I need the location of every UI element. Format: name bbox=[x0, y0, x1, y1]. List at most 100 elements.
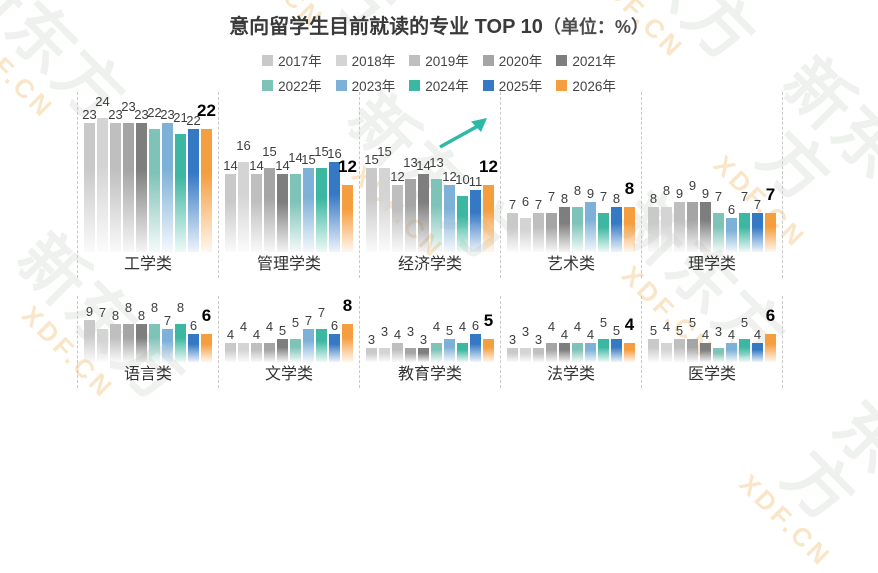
bar bbox=[201, 333, 212, 362]
bar-value-label: 4 bbox=[432, 319, 441, 335]
bar-value-label: 16 bbox=[236, 138, 251, 154]
bar-item: 14 bbox=[223, 157, 238, 252]
bar-value-label: 14 bbox=[223, 157, 238, 173]
bar-item: 23 bbox=[108, 107, 123, 252]
bar bbox=[648, 207, 659, 252]
legend-item: 2025年 bbox=[482, 75, 542, 95]
bar bbox=[418, 173, 429, 252]
bar-item: 14 bbox=[288, 151, 303, 252]
bar-item: 5 bbox=[674, 324, 685, 362]
bar-item: 12 bbox=[479, 158, 498, 252]
bar-value-label: 4 bbox=[586, 327, 595, 343]
bar-value-label: 12 bbox=[442, 168, 457, 184]
bar-value-label: 14 bbox=[275, 157, 290, 173]
bar-value-label: 4 bbox=[547, 319, 556, 335]
bar bbox=[661, 343, 672, 362]
bar-value-label: 3 bbox=[380, 323, 389, 339]
bar-item: 13 bbox=[429, 156, 444, 252]
bar-item: 7 bbox=[739, 190, 750, 252]
bar-value-label: 22 bbox=[197, 100, 216, 120]
bar-value-label: 8 bbox=[612, 191, 621, 207]
bar-value-label: 8 bbox=[342, 296, 353, 316]
bar bbox=[507, 212, 518, 252]
bar-value-label: 7 bbox=[508, 196, 517, 212]
bar-item: 8 bbox=[559, 192, 570, 252]
legend-label: 2026年 bbox=[572, 79, 616, 94]
bar bbox=[110, 123, 121, 252]
bar-item: 8 bbox=[136, 309, 147, 362]
bar bbox=[431, 343, 442, 362]
bar-value-label: 4 bbox=[560, 327, 569, 343]
bar-value-label: 7 bbox=[98, 305, 107, 321]
bar-item: 4 bbox=[225, 328, 236, 362]
bar bbox=[687, 338, 698, 362]
bar bbox=[277, 173, 288, 252]
bar-value-label: 6 bbox=[471, 317, 480, 333]
category-cell-艺术类: 7 6 7 7 8 8 9 7 8 8 艺术类 bbox=[500, 92, 641, 278]
bar-item: 14 bbox=[249, 157, 264, 252]
bar bbox=[648, 338, 659, 362]
bar-item: 15 bbox=[301, 152, 316, 252]
bar-item: 8 bbox=[110, 309, 121, 362]
bar-item: 4 bbox=[726, 328, 737, 362]
bar bbox=[290, 173, 301, 252]
bar bbox=[752, 212, 763, 252]
bar bbox=[739, 338, 750, 362]
bar bbox=[444, 184, 455, 252]
bar-value-label: 6 bbox=[521, 194, 530, 210]
bar bbox=[303, 329, 314, 362]
category-cell-语言类: 9 7 8 8 8 8 7 8 6 6 语言类 bbox=[77, 296, 218, 388]
legend-swatch bbox=[482, 54, 494, 66]
bar-item: 22 bbox=[197, 102, 216, 252]
bar-item: 8 bbox=[175, 301, 186, 362]
bar-item: 3 bbox=[405, 325, 416, 362]
category-label: 经济学类 bbox=[397, 256, 462, 273]
bar-item: 24 bbox=[95, 95, 110, 252]
bar-value-label: 7 bbox=[547, 188, 556, 204]
bar bbox=[84, 123, 95, 252]
bar-value-label: 4 bbox=[727, 327, 736, 343]
bar-value-label: 15 bbox=[301, 152, 316, 167]
bar bbox=[225, 173, 236, 252]
bar-value-label: 12 bbox=[390, 168, 405, 184]
bar-item: 5 bbox=[611, 324, 622, 362]
bar-item: 3 bbox=[520, 325, 531, 362]
bar bbox=[162, 329, 173, 362]
bar-item: 4 bbox=[431, 320, 442, 362]
bar-item: 4 bbox=[700, 328, 711, 362]
bar-item: 4 bbox=[264, 320, 275, 362]
bar-value-label: 6 bbox=[765, 305, 776, 325]
bar bbox=[316, 329, 327, 362]
chart-row-top: 23 24 23 23 23 22 23 21 22 22 工学类 14 16 14 15 14 14 15 15 1… bbox=[77, 92, 783, 278]
bar bbox=[84, 319, 95, 362]
category-label: 管理学类 bbox=[256, 256, 321, 273]
bar bbox=[520, 218, 531, 252]
bar-item: 4 bbox=[238, 320, 249, 362]
bar-value-label: 23 bbox=[134, 107, 149, 123]
bar-item: 7 bbox=[316, 306, 327, 362]
bar bbox=[431, 179, 442, 252]
bar-value-label: 14 bbox=[249, 157, 264, 173]
bar-item: 5 bbox=[290, 316, 301, 362]
bar bbox=[201, 128, 212, 252]
chart-row-bottom: 9 7 8 8 8 8 7 8 6 6 语言类 4 4 4 4 5 5 7 7 6 8 文学类 3 3 4 3 3 4 5 4 6 5 教育学类… bbox=[77, 296, 783, 388]
legend-item: 2017年 bbox=[262, 50, 322, 70]
bar bbox=[444, 338, 455, 362]
bar bbox=[405, 347, 416, 362]
trend-up-arrow-icon bbox=[438, 118, 488, 155]
bar-value-label: 5 bbox=[445, 322, 454, 338]
bar-item: 7 bbox=[162, 314, 173, 362]
bar-value-label: 4 bbox=[573, 319, 582, 335]
bar bbox=[238, 343, 249, 362]
bar-value-label: 22 bbox=[147, 104, 162, 120]
bar-value-label: 23 bbox=[108, 107, 123, 123]
bar-item: 8 bbox=[342, 297, 353, 362]
bar bbox=[366, 347, 377, 362]
bar bbox=[149, 324, 160, 362]
bar-value-label: 7 bbox=[163, 313, 172, 329]
bar-item: 8 bbox=[661, 184, 672, 252]
title-unit: （单位：%） bbox=[542, 17, 649, 37]
